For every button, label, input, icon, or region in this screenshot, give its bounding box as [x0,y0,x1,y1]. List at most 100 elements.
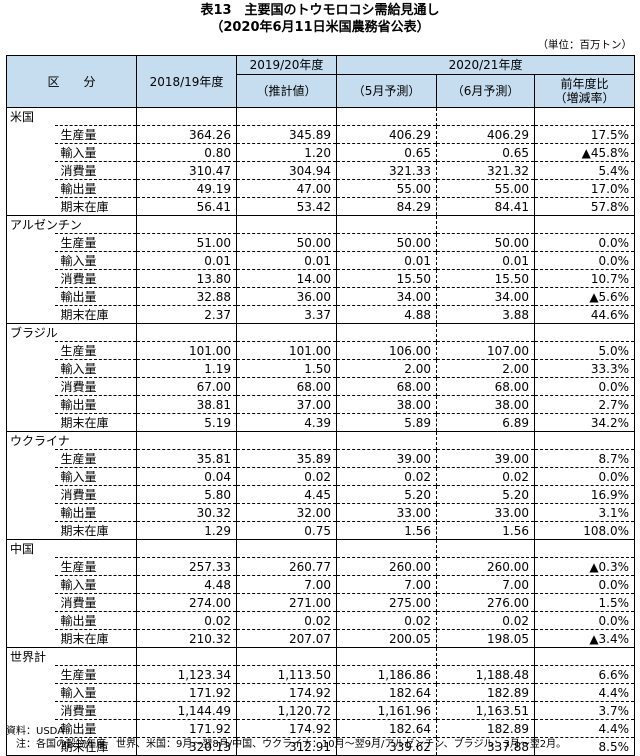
source-note: 資料：USDA [6,726,65,737]
value-change: 6.6% [534,665,635,684]
category-label: 輸出量 [54,179,137,198]
value-may: 260.00 [336,557,437,576]
table-body: 米国 生産量 364.26 345.89 406.29 406.29 17.5% 輸入量 0.8… [6,107,635,756]
table-title: 表13 主要国のトウモロコシ需給見通し [200,3,440,18]
supply-demand-table: 区 分 2018/19年度 2019/20年度 2020/21年度 （推計値） … [5,55,636,756]
value-2019: 68.00 [236,377,337,396]
value-change: 0.0% [534,467,635,486]
value-2018: 310.47 [136,161,237,180]
value-2019: 0.75 [236,521,337,540]
value-june: 7.00 [436,575,535,594]
header-change: 前年度比 （増減率） [534,74,636,108]
value-may: 182.64 [336,683,437,702]
value-may: 5.20 [336,485,437,504]
table-row: 消費量 13.80 14.00 15.50 15.50 10.7% [7,269,635,288]
value-june: 0.01 [436,251,535,270]
value-2018: 257.33 [136,557,237,576]
value-2018: 1,144.49 [136,701,237,720]
category-label: 期末在庫 [54,737,137,756]
value-change: 16.9% [534,485,635,504]
value-june: 260.00 [436,557,535,576]
category-label: 期末在庫 [54,521,137,540]
footnote: 注：各国の穀物年度 世界、米国：9月～翌8月/中国、ウクライナ：10月～翌9月/… [6,739,567,750]
value-june: 182.89 [436,683,535,702]
value-june: 1,163.51 [436,701,535,720]
category-label: 輸入量 [54,467,137,486]
category-label: 輸入量 [54,575,137,594]
header-may-forecast: （5月予測） [336,74,438,108]
value-may: 7.00 [336,575,437,594]
value-2018: 49.19 [136,179,237,198]
category-label: 消費量 [54,269,137,288]
value-2018: 364.26 [136,125,237,144]
table-row: 生産量 101.00 101.00 106.00 107.00 5.0% [7,341,635,360]
value-2018: 38.81 [136,395,237,414]
category-label: 輸出量 [54,287,137,306]
value-june: 55.00 [436,179,535,198]
value-may: 275.00 [336,593,437,612]
value-change: 57.8% [534,197,635,216]
value-june: 50.00 [436,233,535,252]
table-row: 輸入量 0.80 1.20 0.65 0.65 ▲45.8% [7,143,635,162]
category-label: 輸出量 [54,611,137,630]
category-label: 生産量 [54,341,137,360]
category-label: 輸入量 [54,251,137,270]
category-label: 生産量 [54,125,137,144]
value-change: 0.0% [534,233,635,252]
table-row: 消費量 5.80 4.45 5.20 5.20 16.9% [7,485,635,504]
table-row: 生産量 364.26 345.89 406.29 406.29 17.5% [7,125,635,144]
value-change: 3.1% [534,503,635,522]
category-label: 輸出量 [54,395,137,414]
value-may: 406.29 [336,125,437,144]
value-may: 0.65 [336,143,437,162]
value-june: 337.88 [436,737,535,756]
country-name: ブラジル [6,323,137,342]
table-row: 消費量 67.00 68.00 68.00 68.00 0.0% [7,377,635,396]
header-2019-estimate: （推計値） [236,74,338,108]
table-row: 輸出量 49.19 47.00 55.00 55.00 17.0% [7,179,635,198]
value-change: ▲5.6% [534,287,635,306]
value-2019: 1,113.50 [236,665,337,684]
header-2020: 2020/21年度 [336,55,636,75]
table-row: 生産量 51.00 50.00 50.00 50.00 0.0% [7,233,635,252]
value-may: 321.33 [336,161,437,180]
country-name: 世界計 [6,647,137,666]
value-may: 0.02 [336,467,437,486]
value-2018: 5.19 [136,413,237,432]
value-change: 17.0% [534,179,635,198]
value-2019: 207.07 [236,629,337,648]
value-2018: 5.80 [136,485,237,504]
header-change-line1: 前年度比 [560,77,609,91]
value-2018: 2.37 [136,305,237,324]
table-row: 輸出量 171.92 174.92 182.64 182.89 4.4% [7,719,635,738]
country-row: アルゼンチン [6,215,635,234]
value-june: 38.00 [436,395,535,414]
value-change: 44.6% [534,305,635,324]
value-june: 6.89 [436,413,535,432]
category-label: 消費量 [54,161,137,180]
value-2019: 32.00 [236,503,337,522]
value-2019: 1.50 [236,359,337,378]
value-2019: 312.91 [236,737,337,756]
value-2019: 304.94 [236,161,337,180]
table-row: 期末在庫 2.37 3.37 4.88 3.88 44.6% [7,305,635,324]
table-row: 期末在庫 5.19 4.39 5.89 6.89 34.2% [7,413,635,432]
value-june: 107.00 [436,341,535,360]
value-june: 68.00 [436,377,535,396]
value-june: 3.88 [436,305,535,324]
value-2018: 1.29 [136,521,237,540]
value-may: 34.00 [336,287,437,306]
value-2019: 101.00 [236,341,337,360]
category-label: 生産量 [54,233,137,252]
table-row: 輸入量 4.48 7.00 7.00 7.00 0.0% [7,575,635,594]
country-name: アルゼンチン [6,215,137,234]
table-row: 消費量 310.47 304.94 321.33 321.32 5.4% [7,161,635,180]
value-june: 84.41 [436,197,535,216]
value-2019: 4.45 [236,485,337,504]
value-may: 5.89 [336,413,437,432]
header-june-forecast: （6月予測） [436,74,536,108]
unit-label: （単位：百万トン） [537,39,633,51]
value-may: 339.62 [336,737,437,756]
value-change: 0.0% [534,575,635,594]
country-name: 米国 [6,107,137,126]
